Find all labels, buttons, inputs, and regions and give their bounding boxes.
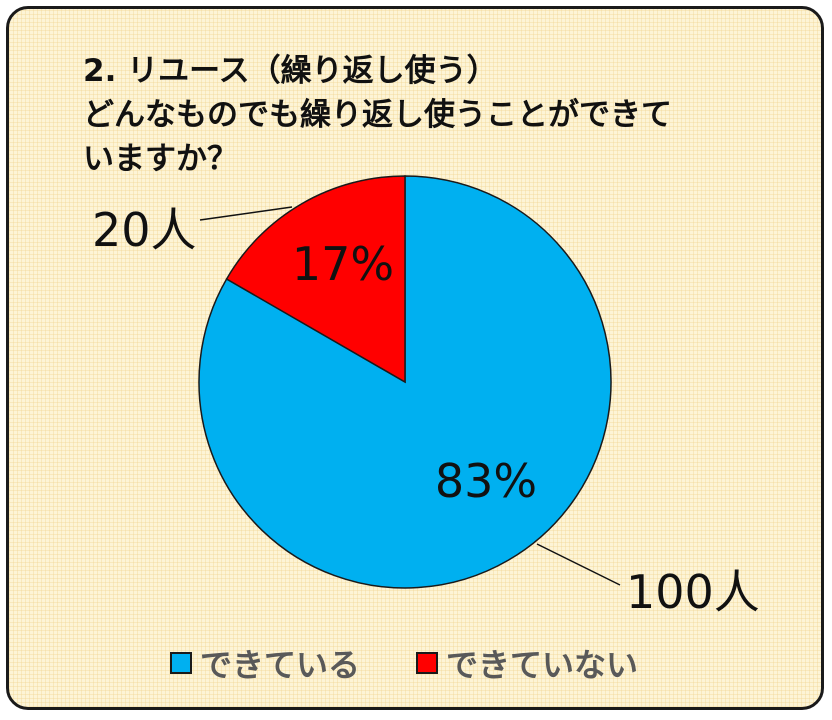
legend-label-dekiteinai: できていない bbox=[446, 646, 639, 684]
count-label-dekiteinai: 20人 bbox=[92, 203, 197, 257]
legend: できている できていない bbox=[170, 640, 638, 686]
legend-item-dekiteinai: できていない bbox=[416, 640, 638, 686]
legend-item-dekiteiru: できている bbox=[170, 640, 360, 686]
percent-label-dekiteiru: 83% bbox=[435, 454, 537, 508]
leader-line-dekiteiru bbox=[536, 543, 621, 586]
pie-slice-dekiteiru bbox=[198, 175, 612, 589]
legend-swatch-dekiteinai bbox=[416, 652, 439, 674]
leader-line-dekiteinai bbox=[199, 206, 293, 221]
title-line-1: 2. リユース（繰り返し使う） bbox=[83, 53, 498, 89]
title-line-3: いますか？ bbox=[83, 141, 238, 177]
legend-label-dekiteiru: できている bbox=[200, 646, 361, 684]
title-line-2: どんなものでも繰り返し使うことができて bbox=[83, 97, 672, 133]
chart-title: 2. リユース（繰り返し使う） どんなものでも繰り返し使うことができて いますか… bbox=[83, 49, 803, 181]
percent-label-dekiteinai: 17% bbox=[292, 237, 394, 291]
pie-slice-dekiteinai bbox=[225, 175, 406, 384]
legend-swatch-dekiteiru bbox=[170, 652, 192, 674]
count-label-dekiteiru: 100人 bbox=[626, 565, 760, 619]
